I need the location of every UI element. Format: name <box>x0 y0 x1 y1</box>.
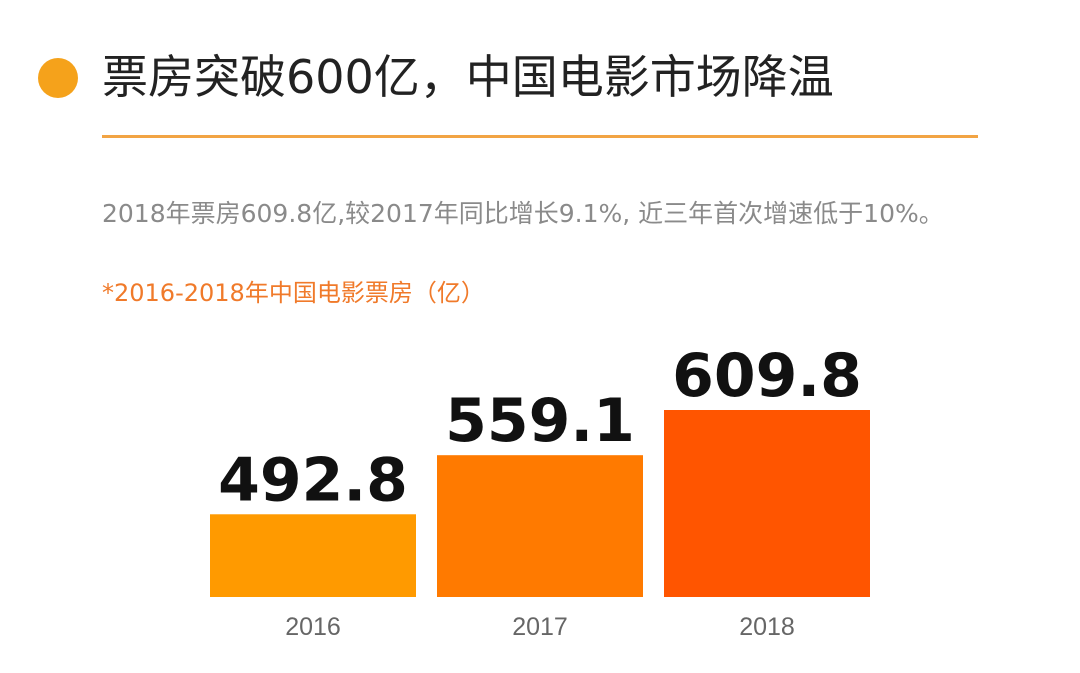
page-title: 票房突破600亿，中国电影市场降温 <box>102 50 834 104</box>
x-tick-label-2018: 2018 <box>739 613 795 641</box>
bar-2016 <box>210 514 416 597</box>
x-tick-label-2017: 2017 <box>512 613 568 641</box>
bullet-dot-icon <box>38 58 78 98</box>
x-tick-label-2016: 2016 <box>285 613 341 641</box>
title-divider <box>102 135 978 138</box>
value-label-2017: 559.1 <box>445 386 635 456</box>
summary-text: 2018年票房609.8亿,较2017年同比增长9.1%, 近三年首次增速低于1… <box>102 199 944 228</box>
value-label-2018: 609.8 <box>672 341 862 411</box>
bar-2018 <box>664 410 870 597</box>
value-label-2016: 492.8 <box>218 445 408 515</box>
chart-title: *2016-2018年中国电影票房（亿） <box>102 279 485 307</box>
bar-2017 <box>437 455 643 597</box>
